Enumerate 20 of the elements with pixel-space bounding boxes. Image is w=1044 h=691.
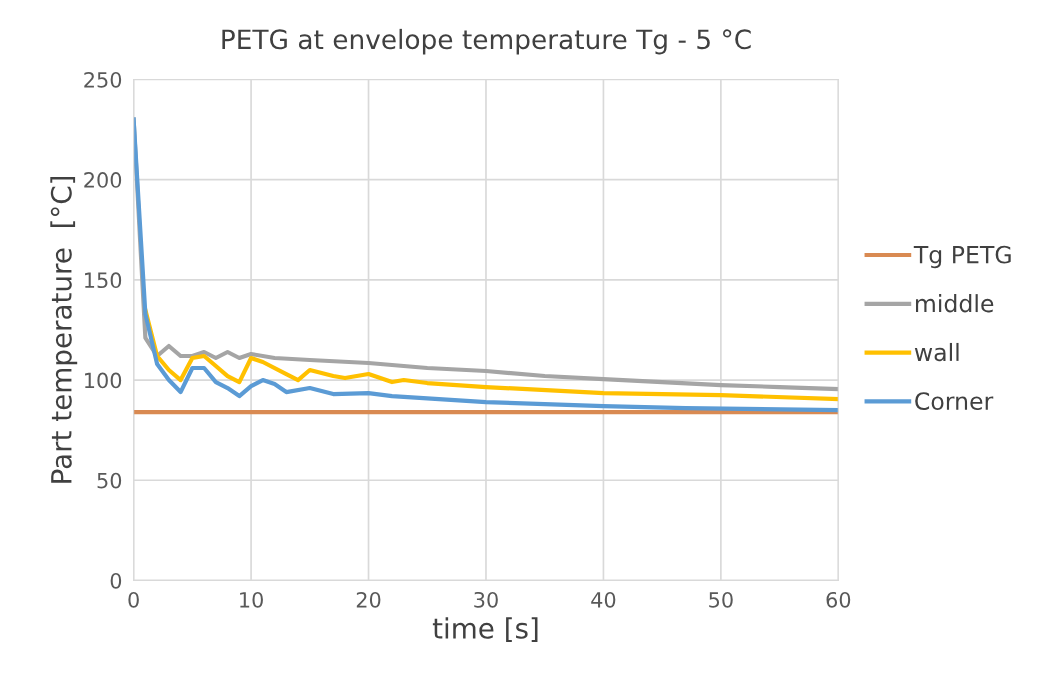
- y-tick-label: 50: [97, 472, 122, 489]
- y-tick-label: 200: [84, 172, 122, 188]
- x-tick-label: 10: [240, 591, 263, 608]
- y-axis-title: Part temperature [°C]: [50, 176, 78, 483]
- y-tick-label: 100: [85, 372, 122, 389]
- legend-label: Tg PETG: [913, 245, 1011, 269]
- x-tick-label: 60: [826, 591, 851, 608]
- x-axis-title: time [s]: [432, 617, 538, 643]
- x-tick-label: 40: [591, 591, 616, 608]
- y-tick-label: 250: [84, 71, 122, 88]
- legend-label: middle: [915, 294, 994, 313]
- legend-label: wall: [914, 342, 959, 362]
- y-tick-label: 150: [85, 272, 122, 289]
- x-tick-label: 30: [474, 591, 498, 608]
- x-tick-label: 0: [128, 591, 139, 608]
- x-tick-label: 20: [356, 591, 381, 608]
- y-tick-label: 0: [110, 572, 122, 589]
- x-tick-label: 50: [709, 591, 733, 608]
- legend-label: Corner: [915, 392, 994, 411]
- chart-title: PETG at envelope temperature Tg - 5 °C: [222, 28, 751, 55]
